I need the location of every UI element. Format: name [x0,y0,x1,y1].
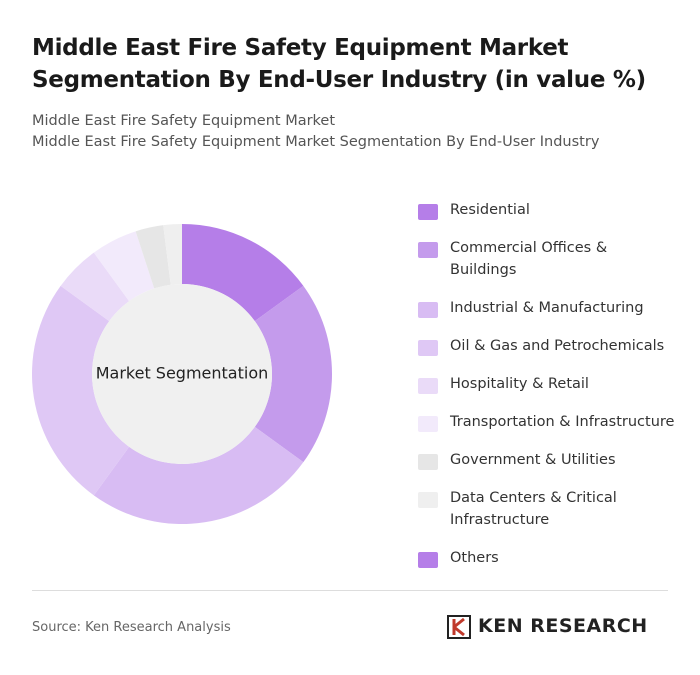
donut-chart: Market Segmentation [32,224,332,524]
legend-swatch [418,552,438,568]
subtitle: Middle East Fire Safety Equipment Market [32,113,336,129]
legend-swatch [418,204,438,220]
donut-slice [135,225,171,289]
legend-swatch [418,242,438,258]
legend-item: Hospitality & Retail [418,373,678,395]
legend-label: Government & Utilities [450,452,616,468]
legend-label: Industrial & Manufacturing [450,300,644,316]
center-label: Market Segmentation [96,364,269,383]
donut-slice [93,231,155,302]
legend-swatch [418,454,438,470]
chart-title: Middle East Fire Safety Equipment Market… [32,35,646,93]
legend-swatch [418,302,438,318]
donut-hole [92,284,272,464]
legend-swatch [418,378,438,394]
legend-item: Others [418,547,678,569]
legend-label: Data Centers & Critical Infrastructure [450,490,617,528]
donut-slice [254,285,332,463]
donut-slice [163,224,182,285]
legend-label: Hospitality & Retail [450,376,589,392]
legend-swatch [418,340,438,356]
donut-slice [32,285,130,496]
donut-slice [60,252,130,322]
legend-label: Transportation & Infrastructure [450,414,675,430]
legend: Residential Commercial Offices & Building… [418,199,678,569]
legend-item: Oil & Gas and Petrochemicals [418,335,678,357]
divider [32,590,668,591]
legend-label: Residential [450,202,530,218]
legend-item: Industrial & Manufacturing [418,297,678,319]
source: Source: Ken Research Analysis [32,620,231,635]
donut-slice [182,224,304,322]
legend-label: Commercial Offices & Buildings [450,240,608,278]
legend-item: Commercial Offices & Buildings [418,237,678,281]
legend-label: Others [450,550,499,566]
legend-swatch [418,416,438,432]
legend-label: Oil & Gas and Petrochemicals [450,338,665,354]
subtitle: Middle East Fire Safety Equipment Market… [32,134,600,150]
legend-item: Data Centers & Critical Infrastructure [418,487,678,531]
legend-swatch [418,492,438,508]
brand-logo [447,615,471,639]
legend-item: Residential [418,199,678,221]
legend-item: Transportation & Infrastructure [418,411,678,433]
legend-item: Government & Utilities [418,449,678,471]
brand: KEN RESEARCH [478,615,648,637]
donut-slice [93,426,304,524]
